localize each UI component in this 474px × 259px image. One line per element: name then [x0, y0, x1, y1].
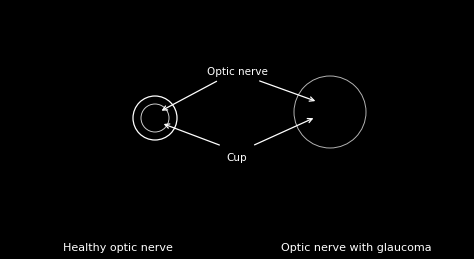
Text: Optic nerve with glaucoma: Optic nerve with glaucoma: [281, 243, 431, 253]
Text: Optic nerve: Optic nerve: [207, 67, 267, 77]
Text: Healthy optic nerve: Healthy optic nerve: [63, 243, 173, 253]
Text: Cup: Cup: [227, 153, 247, 163]
